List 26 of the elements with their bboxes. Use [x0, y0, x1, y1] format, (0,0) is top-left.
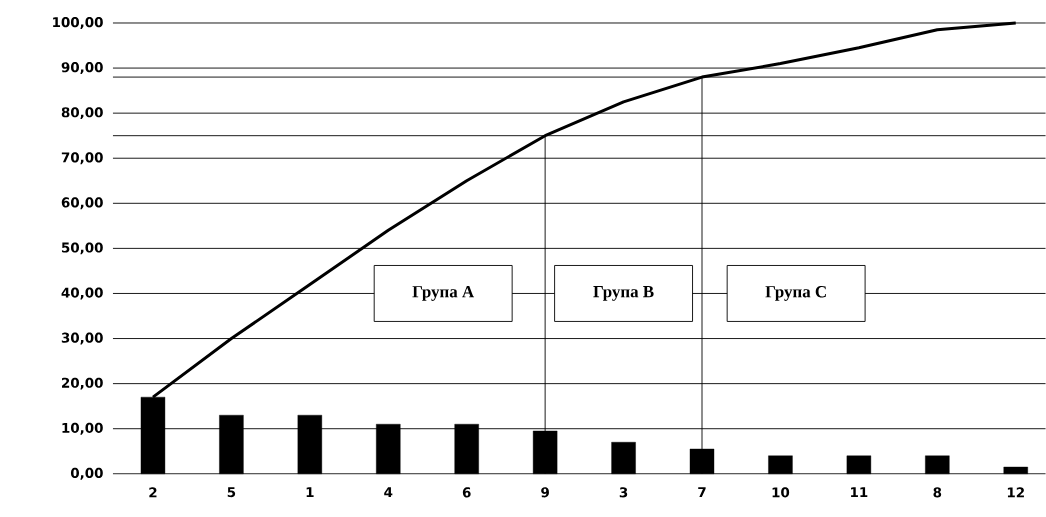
x-tick-label: 12 [1007, 487, 1024, 498]
y-tick-label: 20,00 [62, 377, 103, 390]
x-tick-label: 10 [772, 487, 790, 498]
annotation: Група A [412, 286, 475, 301]
annotation: Група C [765, 286, 826, 302]
y-tick-label: 30,00 [61, 332, 103, 345]
y-tick-label: 90,00 [61, 62, 103, 75]
x-tick-label: 7 [698, 487, 706, 498]
x-tick-label: 3 [619, 487, 628, 498]
annotation: Група B [593, 286, 654, 301]
x-tick-label: 4 [384, 487, 393, 498]
x-tick-label: 11 [851, 487, 868, 498]
y-tick-label: 50,00 [61, 242, 103, 255]
x-tick-label: 1 [306, 487, 314, 498]
y-tick-label: 40,00 [61, 287, 103, 300]
y-tick-label: 100,00 [53, 17, 103, 30]
x-tick-label: 6 [462, 487, 471, 498]
x-tick-label: 8 [933, 487, 942, 498]
x-tick-label: 5 [227, 487, 236, 498]
y-tick-label: 70,00 [61, 152, 103, 165]
y-tick-label: 0,00 [70, 467, 103, 480]
y-tick-label: 60,00 [61, 197, 103, 210]
y-tick-label: 10,00 [62, 422, 103, 435]
x-tick-label: 9 [541, 487, 549, 498]
y-tick-label: 80,00 [61, 107, 103, 120]
x-tick-label: 2 [149, 487, 157, 498]
